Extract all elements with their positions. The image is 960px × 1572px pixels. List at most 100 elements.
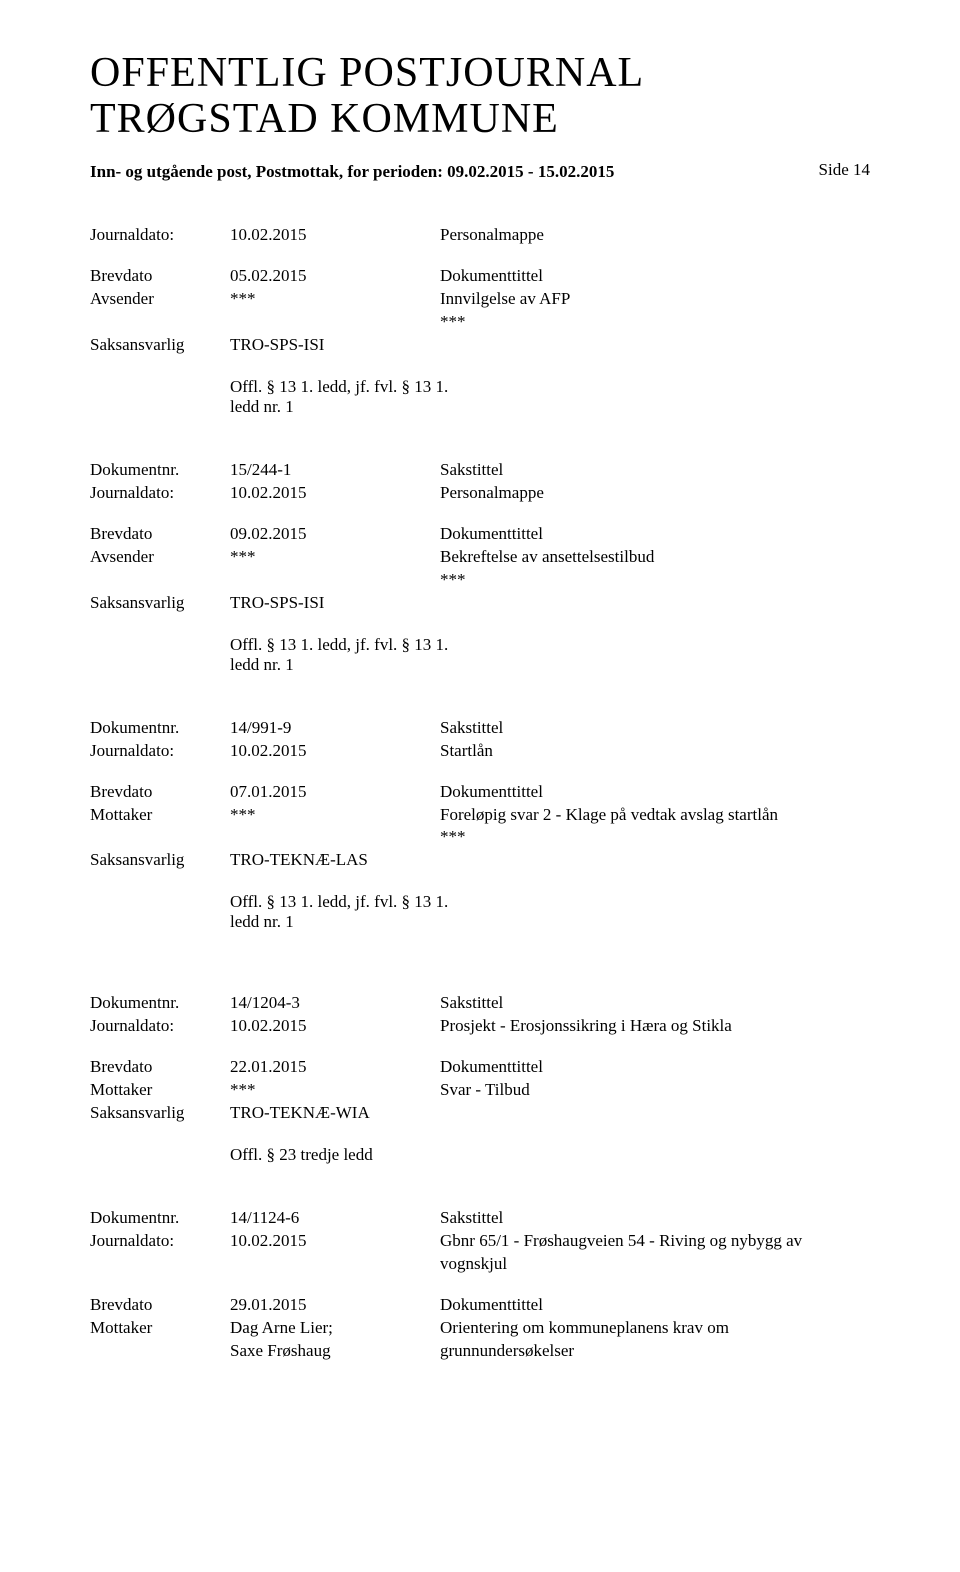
dokumenttittel-value: Svar - Tilbud [440, 1079, 870, 1102]
party-row-2: *** [90, 826, 870, 849]
saksansvarlig-row: SaksansvarligTRO-TEKNÆ-WIA [90, 1102, 870, 1125]
journal-entry: Dokumentnr.14/991-9SakstittelJournaldato… [90, 717, 870, 933]
brevdato-row: Brevdato09.02.2015Dokumenttittel [90, 523, 870, 546]
party-value: Dag Arne Lier; [230, 1317, 440, 1340]
party-value: *** [230, 546, 440, 569]
brevdato-label: Brevdato [90, 265, 230, 288]
journaldato-row: Journaldato:10.02.2015Personalmappe [90, 224, 870, 247]
journaldato-label: Journaldato: [90, 1015, 230, 1038]
dokumenttittel-label: Dokumenttittel [440, 265, 870, 288]
offl-block: Offl. § 13 1. ledd, jf. fvl. § 13 1. led… [230, 892, 470, 932]
saksansvarlig-row: SaksansvarligTRO-SPS-ISI [90, 592, 870, 615]
period-line: Inn- og utgående post, Postmottak, for p… [90, 162, 870, 182]
dokumentnr-value: 14/1124-6 [230, 1207, 440, 1230]
dokumentnr-label: Dokumentnr. [90, 1207, 230, 1230]
party-row-2: *** [90, 311, 870, 334]
journaldato-row: Journaldato:10.02.2015Gbnr 65/1 - Frøsha… [90, 1230, 870, 1276]
brevdato-row: Brevdato05.02.2015Dokumenttittel [90, 265, 870, 288]
header-title-1: OFFENTLIG POSTJOURNAL [90, 50, 870, 96]
dokumentnr-row: Dokumentnr.14/991-9Sakstittel [90, 717, 870, 740]
dokumenttittel-value: Orientering om kommuneplanens krav om [440, 1317, 870, 1340]
journaldato-label: Journaldato: [90, 1230, 230, 1253]
sakstittel-label: Sakstittel [440, 717, 870, 740]
party-label: Mottaker [90, 1317, 230, 1340]
dokumenttittel-extra: *** [440, 826, 870, 849]
journal-entry: Dokumentnr.14/1124-6SakstittelJournaldat… [90, 1207, 870, 1363]
dokumentnr-label: Dokumentnr. [90, 992, 230, 1015]
dokumentnr-row: Dokumentnr.15/244-1Sakstittel [90, 459, 870, 482]
party-row: MottakerDag Arne Lier;Orientering om kom… [90, 1317, 870, 1340]
dokumentnr-value: 14/1204-3 [230, 992, 440, 1015]
dokumentnr-value: 15/244-1 [230, 459, 440, 482]
dokumentnr-row: Dokumentnr.14/1124-6Sakstittel [90, 1207, 870, 1230]
sakstittel-value: Prosjekt - Erosjonssikring i Hæra og Sti… [440, 1015, 870, 1038]
dokumenttittel-label: Dokumenttittel [440, 1294, 870, 1317]
sakstittel-label: Sakstittel [440, 1207, 870, 1230]
journaldato-value: 10.02.2015 [230, 1015, 440, 1038]
dokumenttittel-label: Dokumenttittel [440, 781, 870, 804]
dokumenttittel-value: Bekreftelse av ansettelsestilbud [440, 546, 870, 569]
sakstittel-value: Personalmappe [440, 482, 870, 505]
party-value: *** [230, 288, 440, 311]
sakstittel-value: Startlån [440, 740, 870, 763]
offl-block: Offl. § 23 tredje ledd [230, 1145, 470, 1165]
page-number: Side 14 [819, 160, 870, 180]
offl-block: Offl. § 13 1. ledd, jf. fvl. § 13 1. led… [230, 635, 470, 675]
dokumenttittel-extra: *** [440, 569, 870, 592]
saksansvarlig-label: Saksansvarlig [90, 592, 230, 615]
brevdato-row: Brevdato07.01.2015Dokumenttittel [90, 781, 870, 804]
party-row-2: *** [90, 569, 870, 592]
sakstittel-value: Personalmappe [440, 224, 870, 247]
journaldato-label: Journaldato: [90, 482, 230, 505]
party-value: *** [230, 1079, 440, 1102]
journal-entry: Dokumentnr.14/1204-3SakstittelJournaldat… [90, 992, 870, 1165]
dokumentnr-value: 14/991-9 [230, 717, 440, 740]
journaldato-row: Journaldato:10.02.2015Personalmappe [90, 482, 870, 505]
brevdato-row: Brevdato22.01.2015Dokumenttittel [90, 1056, 870, 1079]
dokumenttittel-value: Foreløpig svar 2 - Klage på vedtak avsla… [440, 804, 870, 827]
journaldato-label: Journaldato: [90, 740, 230, 763]
brevdato-value: 05.02.2015 [230, 265, 440, 288]
page: OFFENTLIG POSTJOURNAL TRØGSTAD KOMMUNE I… [0, 0, 960, 1572]
journaldato-label: Journaldato: [90, 224, 230, 247]
journaldato-row: Journaldato:10.02.2015Prosjekt - Erosjon… [90, 1015, 870, 1038]
brevdato-value: 07.01.2015 [230, 781, 440, 804]
journal-entry: Journaldato:10.02.2015Personalmappe Brevd… [90, 224, 870, 417]
saksansvarlig-value: TRO-SPS-ISI [230, 592, 440, 615]
party-label: Avsender [90, 288, 230, 311]
brevdato-label: Brevdato [90, 1294, 230, 1317]
journaldato-value: 10.02.2015 [230, 482, 440, 505]
journal-entry: Dokumentnr.15/244-1SakstittelJournaldato… [90, 459, 870, 675]
party-row: Avsender***Innvilgelse av AFP [90, 288, 870, 311]
saksansvarlig-label: Saksansvarlig [90, 849, 230, 872]
brevdato-value: 09.02.2015 [230, 523, 440, 546]
brevdato-row: Brevdato29.01.2015Dokumenttittel [90, 1294, 870, 1317]
dokumenttittel-extra: *** [440, 311, 870, 334]
saksansvarlig-label: Saksansvarlig [90, 1102, 230, 1125]
brevdato-value: 22.01.2015 [230, 1056, 440, 1079]
dokumentnr-label: Dokumentnr. [90, 459, 230, 482]
brevdato-label: Brevdato [90, 1056, 230, 1079]
journaldato-row: Journaldato:10.02.2015Startlån [90, 740, 870, 763]
dokumenttittel-label: Dokumenttittel [440, 1056, 870, 1079]
header-title-2: TRØGSTAD KOMMUNE [90, 96, 870, 142]
party-row: Mottaker***Svar - Tilbud [90, 1079, 870, 1102]
party-label: Mottaker [90, 1079, 230, 1102]
brevdato-value: 29.01.2015 [230, 1294, 440, 1317]
brevdato-label: Brevdato [90, 781, 230, 804]
party-row-2: Saxe Frøshauggrunnundersøkelser [90, 1340, 870, 1363]
sakstittel-label: Sakstittel [440, 992, 870, 1015]
saksansvarlig-label: Saksansvarlig [90, 334, 230, 357]
party-value: *** [230, 804, 440, 827]
offl-block: Offl. § 13 1. ledd, jf. fvl. § 13 1. led… [230, 377, 470, 417]
sakstittel-label: Sakstittel [440, 459, 870, 482]
party-row: Avsender***Bekreftelse av ansettelsestil… [90, 546, 870, 569]
journaldato-value: 10.02.2015 [230, 1230, 440, 1253]
dokumentnr-label: Dokumentnr. [90, 717, 230, 740]
saksansvarlig-row: SaksansvarligTRO-TEKNÆ-LAS [90, 849, 870, 872]
journaldato-value: 10.02.2015 [230, 740, 440, 763]
party-value-2: Saxe Frøshaug [230, 1340, 440, 1363]
sakstittel-value: Gbnr 65/1 - Frøshaugveien 54 - Riving og… [440, 1230, 870, 1276]
journaldato-value: 10.02.2015 [230, 224, 440, 247]
party-label: Mottaker [90, 804, 230, 827]
